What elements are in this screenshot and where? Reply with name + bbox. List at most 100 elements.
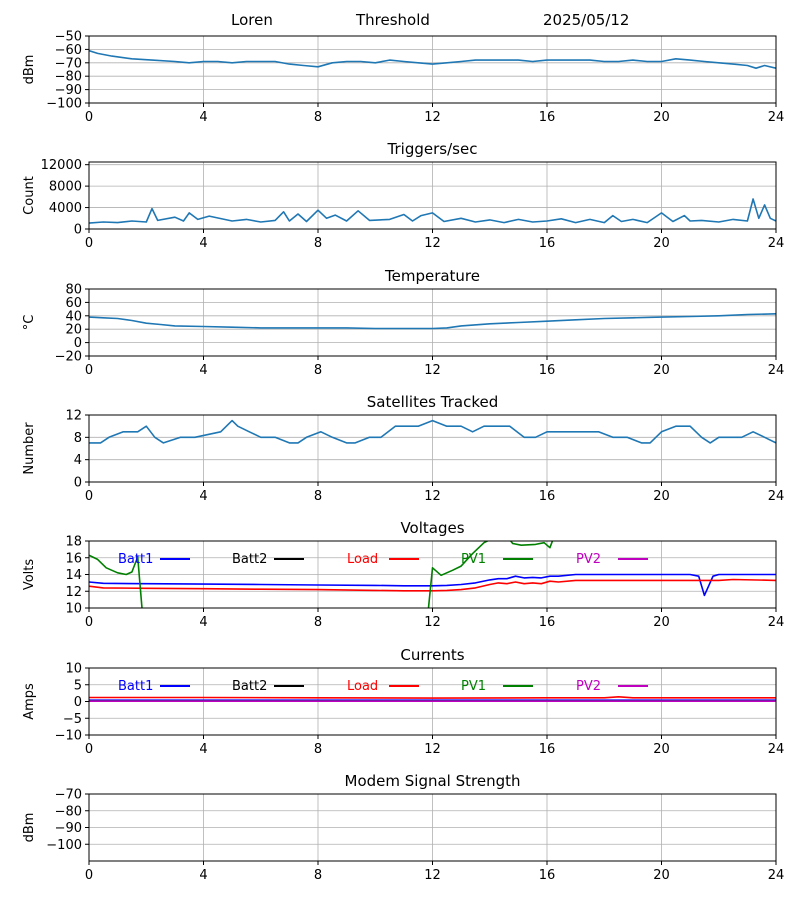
series-line-temperature	[89, 313, 776, 330]
x-tick-label: 0	[85, 615, 93, 630]
x-tick-label: 4	[199, 363, 207, 378]
series-line-signal	[89, 49, 776, 69]
series-line-satellites	[89, 419, 776, 444]
legend-label-batt1: Batt1	[118, 679, 153, 694]
y-tick-label: −20	[55, 350, 82, 365]
y-tick-label: 8	[74, 431, 82, 446]
x-tick-label: 4	[199, 236, 207, 251]
x-tick-label: 12	[424, 868, 441, 883]
y-axis-label: dBm	[22, 813, 37, 843]
x-tick-label: 16	[539, 489, 556, 504]
header-date: 2025/05/12	[543, 11, 630, 29]
y-tick-label: −80	[55, 70, 82, 85]
y-axis-label: Volts	[22, 559, 37, 591]
legend-label-batt1: Batt1	[118, 552, 153, 567]
y-tick-label: 10	[65, 602, 82, 617]
y-tick-label: −90	[55, 83, 82, 98]
y-tick-label: 5	[74, 678, 82, 693]
x-tick-label: 20	[653, 615, 670, 630]
y-tick-label: −70	[55, 56, 82, 71]
y-axis-label: Count	[22, 176, 37, 215]
x-tick-label: 16	[539, 742, 556, 757]
series-group	[89, 695, 776, 703]
chart-title: Triggers/sec	[387, 140, 478, 158]
chart-title: Temperature	[384, 267, 480, 285]
x-tick-label: 24	[768, 615, 785, 630]
x-tick-label: 20	[653, 489, 670, 504]
header-mode: Threshold	[356, 11, 430, 29]
x-tick-label: 12	[424, 489, 441, 504]
x-tick-label: 4	[199, 615, 207, 630]
x-tick-label: 16	[539, 615, 556, 630]
x-tick-label: 16	[539, 110, 556, 125]
y-tick-label: −80	[55, 804, 82, 819]
x-tick-label: 20	[653, 868, 670, 883]
y-tick-label: −60	[55, 43, 82, 58]
legend-label-batt2: Batt2	[232, 679, 267, 694]
chart-title: Satellites Tracked	[367, 393, 498, 411]
y-tick-label: 80	[65, 283, 82, 298]
x-tick-label: 12	[424, 363, 441, 378]
y-tick-label: 16	[65, 551, 82, 566]
y-tick-label: 0	[74, 695, 82, 710]
x-tick-label: 0	[85, 236, 93, 251]
y-tick-label: 40	[65, 309, 82, 324]
x-tick-label: 16	[539, 868, 556, 883]
panel-triggers: 0 4 8 12 16 20 24 0 4000 8000 12000 Triggers/sec Cou…	[22, 140, 784, 251]
x-tick-label: 24	[768, 236, 785, 251]
y-axis-label: dBm	[22, 55, 37, 85]
x-tick-label: 0	[85, 742, 93, 757]
legend-label-pv1: PV1	[461, 552, 486, 567]
chart-title: Modem Signal Strength	[345, 772, 521, 790]
x-tick-label: 20	[653, 363, 670, 378]
y-tick-label: −100	[46, 97, 82, 112]
y-tick-label: 12	[65, 585, 82, 600]
x-tick-label: 8	[314, 363, 322, 378]
series-line-triggers	[89, 198, 776, 224]
x-tick-label: 12	[424, 110, 441, 125]
y-tick-label: 12	[65, 409, 82, 424]
series-group	[89, 541, 776, 608]
x-tick-label: 4	[199, 742, 207, 757]
y-tick-label: −50	[55, 30, 82, 45]
y-tick-label: 12000	[41, 158, 82, 173]
panel-modem: 0 4 8 12 16 20 24 −100 −90 −80−70 Modem Signal Str…	[22, 772, 784, 883]
y-tick-label: 0	[74, 336, 82, 351]
panel-signal: 0 4 8 12 16 20 24 −100−90−80−70−60−50 dBm	[22, 30, 784, 126]
x-tick-label: 24	[768, 742, 785, 757]
y-tick-label: 10	[65, 662, 82, 677]
x-tick-label: 20	[653, 742, 670, 757]
series-line-load	[89, 578, 776, 592]
series-group	[89, 313, 776, 330]
x-tick-label: 8	[314, 742, 322, 757]
series-group	[89, 49, 776, 69]
y-axis-label: Number	[22, 422, 37, 475]
x-tick-label: 4	[199, 110, 207, 125]
series-line-pv1	[89, 541, 554, 608]
chart-title: Currents	[400, 646, 464, 664]
x-tick-label: 24	[768, 363, 785, 378]
x-tick-label: 8	[314, 615, 322, 630]
y-tick-label: −10	[55, 729, 82, 744]
header-station: Loren	[231, 11, 273, 29]
legend-label-pv2: PV2	[576, 679, 601, 694]
x-tick-label: 8	[314, 110, 322, 125]
series-line-load	[89, 695, 776, 699]
x-tick-label: 24	[768, 110, 785, 125]
y-axis-label: Amps	[22, 683, 37, 720]
y-tick-label: −100	[46, 838, 82, 853]
legend-label-pv2: PV2	[576, 552, 601, 567]
legend-label-pv1: PV1	[461, 679, 486, 694]
y-tick-label: 0	[74, 223, 82, 238]
y-tick-label: −90	[55, 821, 82, 836]
x-tick-label: 20	[653, 236, 670, 251]
y-tick-label: 4	[74, 453, 82, 468]
series-group	[89, 419, 776, 444]
x-tick-label: 16	[539, 363, 556, 378]
x-tick-label: 0	[85, 363, 93, 378]
chart-title: Voltages	[400, 519, 464, 537]
legend-label-load: Load	[347, 679, 378, 694]
